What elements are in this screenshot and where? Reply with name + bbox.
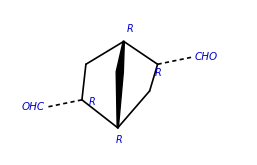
Text: OHC: OHC [22, 102, 45, 112]
Text: R: R [115, 135, 122, 145]
Polygon shape [116, 41, 124, 128]
Text: R: R [155, 67, 161, 78]
Text: R: R [89, 97, 96, 107]
Text: R: R [127, 24, 133, 34]
Text: CHO: CHO [195, 52, 218, 62]
